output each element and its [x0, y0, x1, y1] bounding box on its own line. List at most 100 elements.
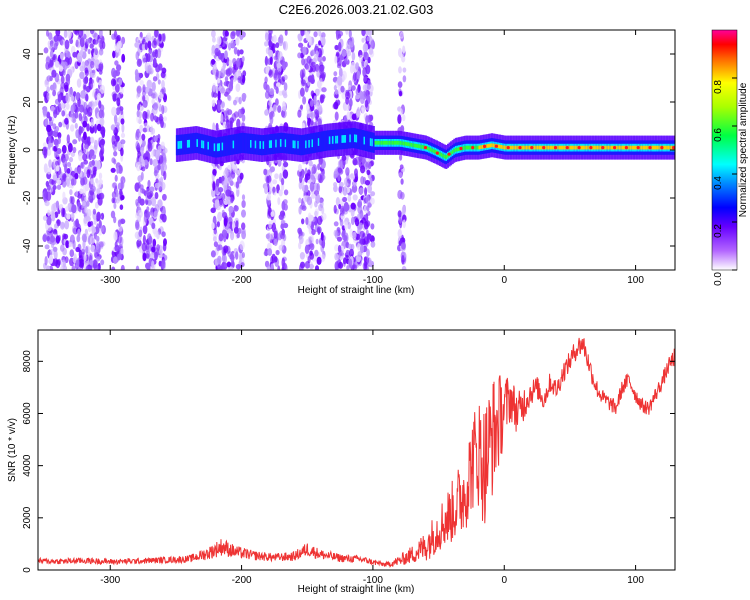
- spectrogram-noise-blob: [335, 51, 340, 57]
- spectrogram-band-core: [489, 143, 492, 148]
- spectrogram-noise-blob: [310, 61, 316, 67]
- spectrogram-noise-blob: [309, 181, 315, 192]
- spectrogram-noise-blob: [146, 125, 151, 133]
- spectrogram-noise-blob: [397, 81, 403, 88]
- spectrogram-noise-blob: [95, 242, 100, 251]
- spectrogram-noise-blob: [221, 101, 225, 109]
- spectrogram-noise-blob: [68, 87, 74, 98]
- spectrogram-noise-blob: [48, 116, 52, 122]
- spectrogram-noise-blob: [151, 246, 156, 253]
- spectrogram-noise-blob: [111, 33, 116, 40]
- spectrogram-band-core: [563, 145, 566, 150]
- spectrogram-noise-blob: [117, 219, 121, 228]
- spectrogram-noise-blob: [46, 124, 52, 133]
- spectrogram-noise-blob: [265, 233, 270, 240]
- spectrogram-noise-blob: [402, 114, 406, 122]
- spectrogram-noise-blob: [218, 165, 222, 171]
- spectrogram-noise-blob: [93, 47, 98, 55]
- spectrogram-band-core: [628, 145, 631, 150]
- spectrogram-noise-blob: [70, 151, 76, 157]
- spectrogram-noise-blob: [115, 107, 121, 116]
- spectrogram-noise-blob: [137, 196, 142, 204]
- spectrogram-noise-blob: [314, 249, 319, 257]
- spectrogram-noise-blob: [62, 191, 66, 200]
- spectrogram-band-inner: [343, 135, 345, 143]
- spectrogram-noise-blob: [272, 186, 276, 193]
- spectrogram-noise-blob: [214, 47, 219, 56]
- spectrogram-noise-blob: [319, 77, 323, 87]
- spectrogram-noise-blob: [352, 264, 358, 270]
- spectrogram-noise-blob: [334, 44, 339, 51]
- spectrogram-noise-blob: [78, 258, 85, 268]
- spectrogram-noise-blob: [94, 59, 100, 69]
- spectrogram-noise-blob: [92, 166, 97, 176]
- spectrogram-noise-blob: [75, 39, 79, 47]
- spectrogram-noise-blob: [273, 34, 277, 43]
- spectrogram-noise-blob: [365, 194, 370, 205]
- spectrogram-noise-blob: [135, 219, 140, 229]
- spectrogram-band-mid: [320, 131, 323, 152]
- spectrogram-noise-blob: [309, 99, 314, 107]
- spectrogram-band-inner: [311, 139, 314, 148]
- spectrogram-band-core: [480, 145, 483, 150]
- spectrogram-peak: [648, 146, 652, 150]
- spectrogram-noise-blob: [241, 200, 246, 208]
- spectrogram-noise-blob: [217, 90, 221, 101]
- spectrogram-noise-blob: [62, 61, 68, 70]
- spectrogram-noise-blob: [139, 139, 143, 145]
- spectrogram-noise-blob: [283, 189, 289, 196]
- spectrogram-band-core: [571, 145, 574, 150]
- spectrogram-band-core: [521, 145, 524, 150]
- spectrogram-noise-blob: [399, 108, 403, 116]
- spectrogram-band-core: [458, 147, 460, 151]
- spectrogram-noise-blob: [146, 206, 150, 212]
- spectrogram-noise-blob: [77, 164, 82, 175]
- spectrogram-noise-blob: [82, 120, 88, 128]
- spectrogram-noise-blob: [75, 129, 80, 139]
- spectrogram-noise-blob: [99, 150, 104, 159]
- spectrogram-noise-blob: [224, 30, 229, 37]
- spectrogram-band-core: [390, 140, 393, 145]
- spectrogram-noise-blob: [138, 229, 143, 238]
- spectrogram-noise-blob: [99, 192, 105, 200]
- spectrogram-noise-blob: [350, 61, 356, 70]
- spectrogram-noise-blob: [369, 177, 373, 186]
- spectrogram-noise-blob: [96, 92, 102, 100]
- spectrogram-noise-blob: [334, 252, 339, 261]
- spectrogram-noise-blob: [316, 226, 322, 234]
- spectrogram-noise-blob: [349, 248, 354, 258]
- spectrogram-noise-blob: [86, 123, 90, 132]
- spectrogram-noise-blob: [357, 213, 362, 221]
- spectrogram-noise-blob: [120, 264, 125, 270]
- spectrogram-noise-blob: [44, 255, 48, 266]
- spectrogram-band-core: [592, 145, 594, 150]
- spectrogram-noise-blob: [143, 213, 148, 223]
- spectrogram-noise-blob: [146, 211, 151, 218]
- spectrogram-y-tick-label: -40: [22, 238, 33, 253]
- spectrogram-noise-blob: [146, 79, 152, 89]
- spectrogram-band-core: [481, 145, 484, 149]
- spectrogram-band-mid: [289, 133, 292, 154]
- snr-frame: [37, 329, 676, 571]
- spectrogram-band-mid: [223, 136, 226, 157]
- spectrogram-noise-blob: [284, 30, 288, 36]
- spectrogram-band-core: [387, 140, 390, 145]
- spectrogram-noise-blob: [212, 92, 218, 98]
- spectrogram-noise-blob: [311, 166, 317, 175]
- spectrogram-noise-blob: [83, 159, 88, 165]
- spectrogram-noise-blob: [315, 110, 319, 118]
- colorbar-tick-label: 0.2: [713, 224, 724, 238]
- spectrogram-noise-blob: [52, 82, 57, 90]
- spectrogram-band-mid: [193, 133, 196, 154]
- spectrogram-noise-blob: [82, 153, 88, 161]
- spectrogram-noise-blob: [300, 104, 303, 110]
- spectrogram-noise-blob: [271, 43, 276, 50]
- spectrogram-band-mid: [235, 133, 238, 154]
- spectrogram-noise-blob: [402, 45, 406, 54]
- spectrogram-peak: [423, 146, 428, 150]
- spectrogram-noise-blob: [141, 166, 146, 172]
- spectrogram-noise-blob: [366, 169, 371, 176]
- spectrogram-noise-blob: [337, 160, 343, 169]
- spectrogram-noise-blob: [152, 57, 157, 67]
- spectrogram-band-mid: [295, 134, 298, 155]
